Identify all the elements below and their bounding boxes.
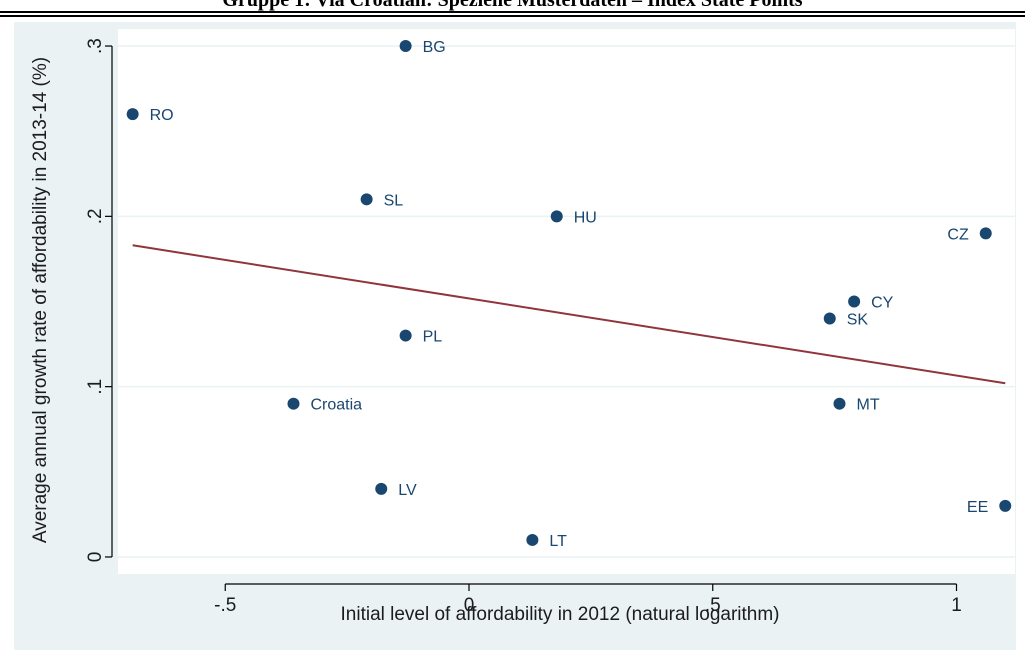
point-label-cy: CY [871,295,894,312]
data-point-sl [360,193,373,206]
y-tick-label-1: .1 [85,379,106,395]
point-label-lv: LV [398,482,417,499]
clipped-page-heading: Gruppe 1: Via Croatian: Spezielle Muster… [222,0,803,11]
y-tick-label-2: .2 [85,208,106,224]
data-point-cy [848,295,861,308]
data-point-ro [126,108,139,121]
x-tick-label-0: -.5 [214,595,236,616]
data-point-hu [550,210,563,223]
fit-line-layer [132,244,1006,385]
data-point-croatia [287,397,300,410]
point-label-sk: SK [847,312,869,329]
point-label-sl: SL [384,192,404,209]
point-label-ro: RO [150,107,174,124]
point-label-pl: PL [423,329,443,346]
data-point-mt [833,397,846,410]
data-point-cz [979,227,992,240]
x-tick-label-3: 1 [951,595,962,616]
fitted-line [132,244,1006,385]
point-label-mt: MT [857,397,880,414]
axes: 0 .1 .2 .3 -.5 0 .5 1 [85,38,962,616]
point-label-bg: BG [423,39,446,56]
point-label-croatia: Croatia [311,397,363,414]
data-point-lt [526,533,539,546]
y-axis-title: Average annual growth rate of affordabil… [30,57,51,543]
top-rule-line-2 [0,15,1025,17]
point-label-lt: LT [549,533,567,550]
data-point-lv [375,482,388,495]
x-tick-label-2: .5 [705,595,721,616]
data-point-pl [399,329,412,342]
y-tick-label-0: 0 [85,552,106,563]
point-label-hu: HU [574,209,597,226]
data-point-bg [399,40,412,53]
point-label-ee: EE [967,499,988,516]
x-axis-title: Initial level of affordability in 2012 (… [341,604,780,625]
gridlines [118,45,1015,558]
x-tick-label-1: 0 [464,595,475,616]
y-tick-label-3: .3 [85,38,106,54]
point-label-cz: CZ [947,226,969,243]
data-point-sk [823,312,836,325]
data-point-ee [999,499,1012,512]
plot-area [118,29,1015,574]
top-rule-line-1 [0,11,1025,13]
